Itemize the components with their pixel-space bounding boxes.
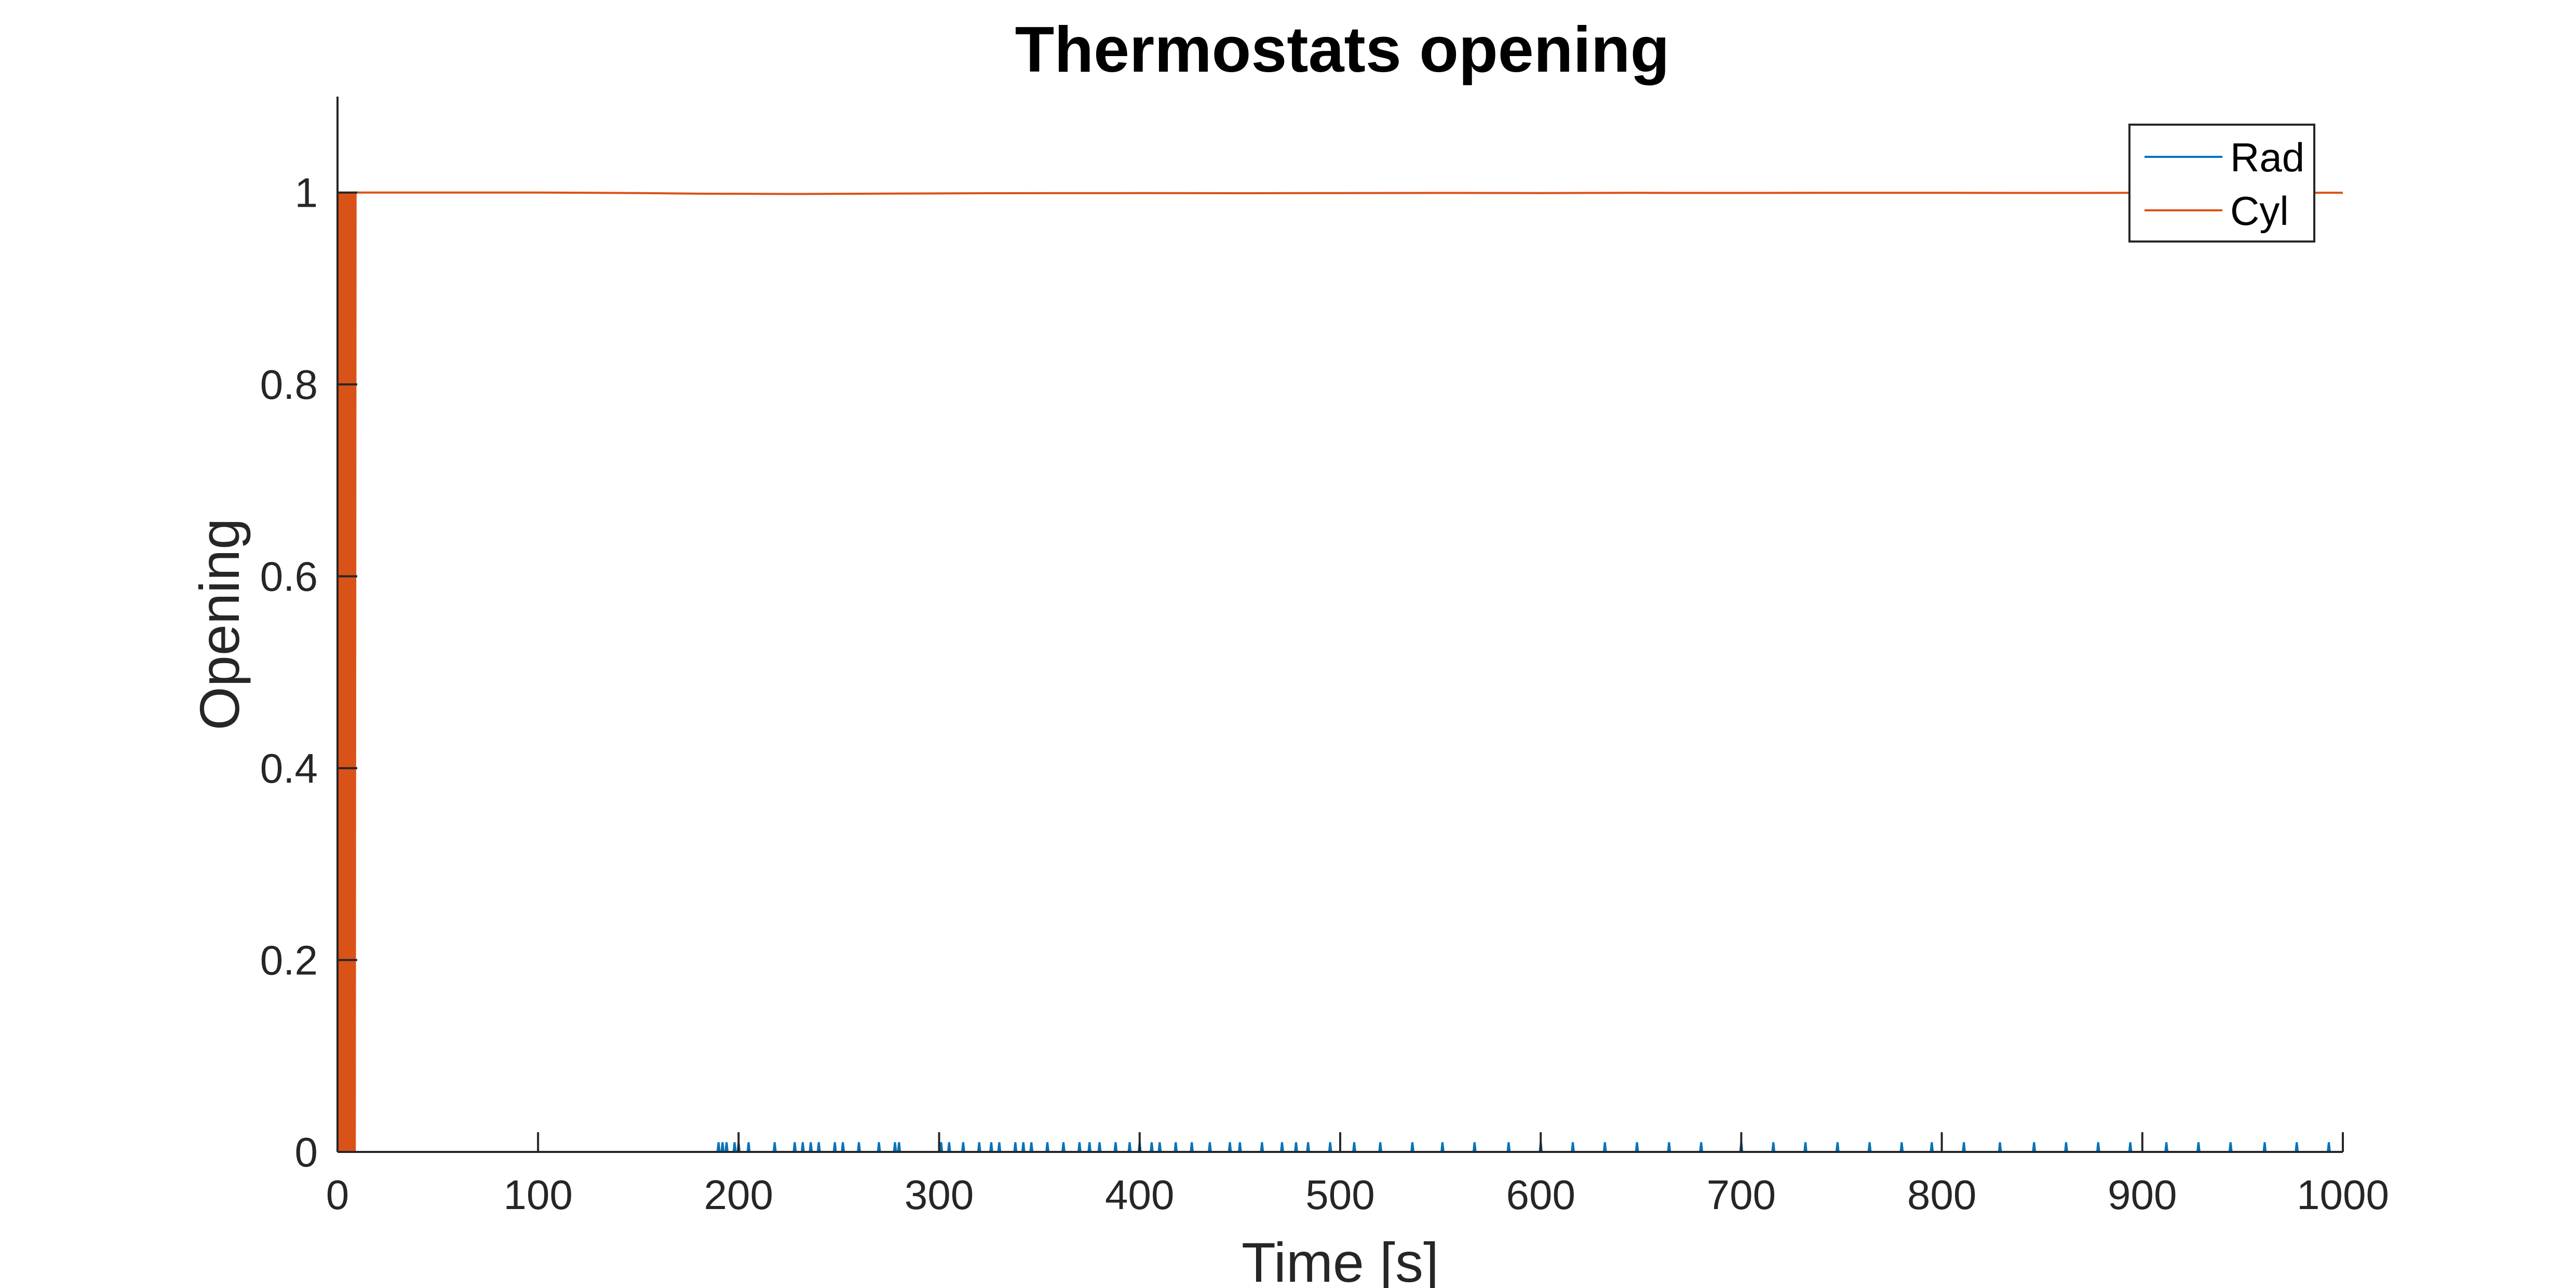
x-tick-label: 200 <box>704 1172 773 1218</box>
legend-box <box>2128 124 2315 243</box>
x-tick-label: 100 <box>503 1172 572 1218</box>
legend-label-rad: Rad <box>2230 135 2304 180</box>
x-tick-label: 1000 <box>2297 1172 2389 1218</box>
x-axis-label: Time [s] <box>1242 1231 1439 1288</box>
y-tick-label: 1 <box>295 170 318 216</box>
x-tick-label: 300 <box>905 1172 974 1218</box>
y-ticks: 0 0.2 0.4 0.6 0.8 1 <box>260 170 357 1175</box>
series-layer <box>336 191 2343 1153</box>
x-tick-label: 700 <box>1707 1172 1776 1218</box>
x-ticks: 0 100 200 300 400 500 600 700 800 900 1000 <box>326 1132 2389 1218</box>
x-tick-label: 600 <box>1506 1172 1575 1218</box>
legend: Rad Cyl <box>2128 124 2315 243</box>
series-line-rad <box>338 1142 2343 1153</box>
y-tick-label: 0 <box>295 1129 318 1175</box>
y-tick-label: 0.8 <box>260 361 318 408</box>
y-tick-label: 0.4 <box>260 745 318 791</box>
y-axis-label: Opening <box>188 518 251 730</box>
x-tick-label: 900 <box>2108 1172 2177 1218</box>
y-tick-label: 0.2 <box>260 937 318 984</box>
legend-label-cyl: Cyl <box>2230 188 2289 234</box>
chart-title: Thermostats opening <box>1015 14 1670 86</box>
x-tick-label: 0 <box>326 1172 349 1218</box>
x-tick-label: 500 <box>1305 1172 1374 1218</box>
x-tick-label: 400 <box>1105 1172 1174 1218</box>
x-tick-label: 800 <box>1907 1172 1976 1218</box>
series-line-cyl <box>336 191 2343 1152</box>
y-tick-label: 0.6 <box>260 554 318 600</box>
